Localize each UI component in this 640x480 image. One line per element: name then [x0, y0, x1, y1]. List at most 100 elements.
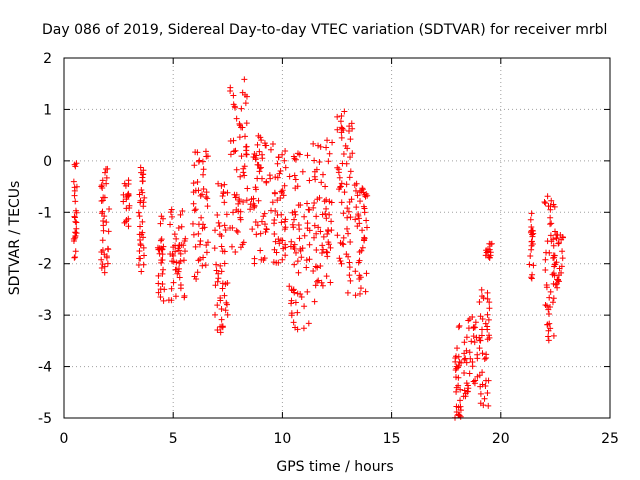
- data-point: [232, 194, 239, 201]
- data-point: [99, 247, 106, 254]
- data-point: [320, 233, 327, 240]
- data-point: [326, 211, 333, 218]
- data-point: [140, 203, 147, 210]
- data-point: [362, 288, 369, 295]
- data-point: [310, 140, 317, 147]
- data-point: [484, 311, 491, 318]
- data-point: [103, 219, 110, 226]
- data-point: [238, 105, 245, 112]
- data-point: [250, 204, 257, 211]
- data-point: [306, 241, 313, 248]
- data-point: [341, 108, 348, 115]
- data-point: [352, 216, 359, 223]
- data-point: [159, 280, 166, 287]
- data-point: [276, 170, 283, 177]
- data-point: [242, 133, 249, 140]
- data-point: [296, 235, 303, 242]
- y-tick-label: -5: [38, 411, 52, 427]
- data-point: [167, 209, 174, 216]
- data-point: [202, 262, 209, 269]
- data-point: [303, 257, 310, 264]
- data-point: [159, 270, 166, 277]
- data-point: [195, 230, 202, 237]
- data-point: [217, 323, 224, 330]
- data-point: [139, 174, 146, 181]
- data-point: [182, 235, 189, 242]
- data-point: [461, 369, 468, 376]
- data-point: [290, 319, 297, 326]
- data-point: [272, 238, 279, 245]
- data-point: [545, 333, 552, 340]
- data-point: [312, 282, 319, 289]
- x-tick-label: 10: [273, 431, 291, 447]
- data-point: [275, 236, 282, 243]
- data-point: [232, 249, 239, 256]
- data-point: [156, 250, 163, 257]
- data-point: [217, 294, 224, 301]
- data-point: [338, 134, 345, 141]
- data-point: [280, 192, 287, 199]
- data-point: [203, 189, 210, 196]
- data-point: [356, 257, 363, 264]
- data-point: [530, 262, 537, 269]
- grid: [64, 58, 610, 418]
- data-point: [319, 242, 326, 249]
- x-tick-labels: 0 5 10 15 20 25: [60, 431, 619, 447]
- data-point: [461, 350, 468, 357]
- data-point: [262, 229, 269, 236]
- data-point: [555, 277, 562, 284]
- data-point: [221, 181, 228, 188]
- data-point: [297, 290, 304, 297]
- data-point: [286, 173, 293, 180]
- data-point: [247, 206, 254, 213]
- data-point: [548, 220, 555, 227]
- data-point: [105, 246, 112, 253]
- data-point: [328, 218, 335, 225]
- data-point: [529, 233, 536, 240]
- data-point: [157, 293, 164, 300]
- data-point: [253, 231, 260, 238]
- data-point: [227, 224, 234, 231]
- data-point: [190, 180, 197, 187]
- data-point: [559, 248, 566, 255]
- data-point: [160, 215, 167, 222]
- data-point: [550, 242, 557, 249]
- data-point: [347, 214, 354, 221]
- data-point: [340, 210, 347, 217]
- data-point: [357, 285, 364, 292]
- data-point: [555, 240, 562, 247]
- data-point: [255, 161, 262, 168]
- data-point: [278, 219, 285, 226]
- data-point: [545, 327, 552, 334]
- data-point: [301, 232, 308, 239]
- data-point: [300, 325, 307, 332]
- data-point: [469, 313, 476, 320]
- y-tick-label: -1: [38, 205, 52, 221]
- data-point: [192, 206, 199, 213]
- data-point: [277, 195, 284, 202]
- data-point: [349, 150, 356, 157]
- data-point: [326, 150, 333, 157]
- data-point: [98, 210, 105, 217]
- data-point: [553, 259, 560, 266]
- data-point: [257, 230, 264, 237]
- data-point: [204, 195, 211, 202]
- data-point: [527, 253, 534, 260]
- data-point: [176, 274, 183, 281]
- y-tick-label: 0: [43, 154, 52, 170]
- data-point: [314, 264, 321, 271]
- data-point: [237, 173, 244, 180]
- data-point: [304, 288, 311, 295]
- data-point: [178, 223, 185, 230]
- data-point: [344, 145, 351, 152]
- data-point: [466, 349, 473, 356]
- data-point: [233, 191, 240, 198]
- data-point: [453, 374, 460, 381]
- data-point: [215, 275, 222, 282]
- data-point: [486, 334, 493, 341]
- data-point: [282, 164, 289, 171]
- data-point: [168, 206, 175, 213]
- data-point: [467, 355, 474, 362]
- data-point: [547, 214, 554, 221]
- data-point: [179, 208, 186, 215]
